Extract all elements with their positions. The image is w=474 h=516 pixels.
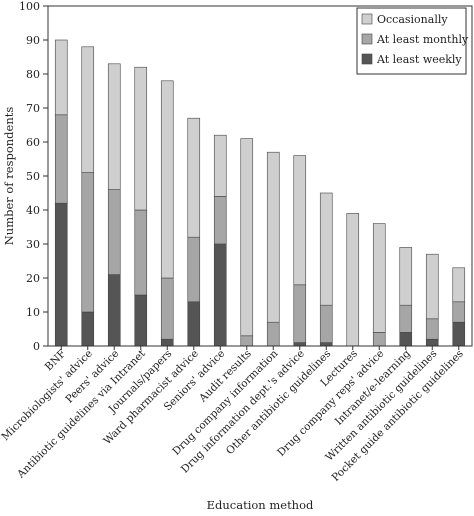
y-tick-label: 70 bbox=[26, 102, 40, 115]
bar-segment-at-least-weekly bbox=[54, 202, 68, 347]
y-tick-label: 100 bbox=[19, 0, 40, 13]
bar-segment-at-least-monthly bbox=[160, 277, 174, 340]
y-tick-label: 30 bbox=[26, 238, 40, 251]
y-tick-label: 80 bbox=[26, 68, 40, 81]
bar-segment-occasionally bbox=[266, 151, 280, 323]
bar-segment-at-least-monthly bbox=[107, 189, 121, 275]
bar-segment-at-least-weekly bbox=[452, 321, 466, 347]
bar-segment-at-least-weekly bbox=[319, 342, 333, 347]
bar-segment-occasionally bbox=[240, 138, 254, 337]
legend-swatch bbox=[361, 53, 373, 65]
bar-segment-at-least-monthly bbox=[81, 172, 95, 313]
bar-segment-at-least-weekly bbox=[81, 311, 95, 347]
y-axis-title: Number of respondents bbox=[2, 107, 16, 246]
bar-segment-occasionally bbox=[452, 267, 466, 303]
bar-segment-at-least-monthly bbox=[372, 332, 386, 347]
x-axis-title: Education method bbox=[207, 498, 314, 512]
plot-frame bbox=[47, 5, 473, 347]
bar-segment-at-least-weekly bbox=[134, 294, 148, 347]
legend-swatch bbox=[361, 13, 373, 25]
bar-segment-occasionally bbox=[213, 134, 227, 197]
bar-segment-occasionally bbox=[134, 66, 148, 211]
bar-segment-at-least-weekly bbox=[213, 243, 227, 347]
bar-segment-at-least-monthly bbox=[293, 284, 307, 343]
bar-segment-occasionally bbox=[346, 213, 360, 347]
bar-segment-occasionally bbox=[107, 63, 121, 190]
bar-segment-at-least-monthly bbox=[452, 301, 466, 323]
bar-segment-at-least-monthly bbox=[240, 335, 254, 347]
bar-segment-at-least-weekly bbox=[107, 274, 121, 347]
bar-segment-at-least-weekly bbox=[160, 338, 174, 347]
bar-segment-at-least-weekly bbox=[425, 338, 439, 347]
bar-segment-at-least-monthly bbox=[319, 304, 333, 343]
legend-swatch bbox=[361, 33, 373, 45]
y-tick-label: 0 bbox=[33, 340, 40, 353]
bar-segment-occasionally bbox=[425, 253, 439, 320]
bar-segment-at-least-monthly bbox=[134, 209, 148, 296]
legend-label: At least monthly bbox=[376, 33, 469, 46]
bar-segment-at-least-monthly bbox=[54, 114, 68, 204]
legend-label: At least weekly bbox=[376, 53, 462, 66]
bar-segment-at-least-weekly bbox=[399, 332, 413, 347]
bar-segment-at-least-monthly bbox=[213, 196, 227, 245]
y-axis: 0 10 20 30 40 50 60 70 80 90 100 bbox=[19, 0, 48, 353]
bar-segment-occasionally bbox=[160, 80, 174, 279]
y-tick-label: 50 bbox=[26, 170, 40, 183]
bar-segment-occasionally bbox=[293, 155, 307, 286]
y-tick-label: 10 bbox=[26, 306, 40, 319]
bar-segment-occasionally bbox=[81, 46, 95, 173]
y-tick-label: 60 bbox=[26, 136, 40, 149]
legend-box bbox=[356, 7, 467, 75]
bar-segment-occasionally bbox=[372, 223, 386, 333]
y-tick-label: 90 bbox=[26, 34, 40, 47]
bar-segment-at-least-monthly bbox=[187, 236, 201, 303]
bar-segment-occasionally bbox=[399, 247, 413, 306]
bar-segment-occasionally bbox=[187, 117, 201, 238]
bar-segment-at-least-monthly bbox=[399, 304, 413, 333]
bars-group bbox=[54, 39, 466, 347]
bar-segment-at-least-weekly bbox=[293, 342, 307, 347]
bar-segment-occasionally bbox=[54, 39, 68, 116]
bar-segment-occasionally bbox=[319, 192, 333, 306]
legend: Occasionally At least monthly At least wee… bbox=[356, 7, 469, 75]
bar-segment-at-least-weekly bbox=[187, 301, 201, 347]
bar-segment-at-least-monthly bbox=[425, 318, 439, 340]
y-tick-label: 20 bbox=[26, 272, 40, 285]
legend-label: Occasionally bbox=[377, 13, 448, 26]
y-tick-label: 40 bbox=[26, 204, 40, 217]
bar-segment-at-least-monthly bbox=[266, 321, 280, 347]
